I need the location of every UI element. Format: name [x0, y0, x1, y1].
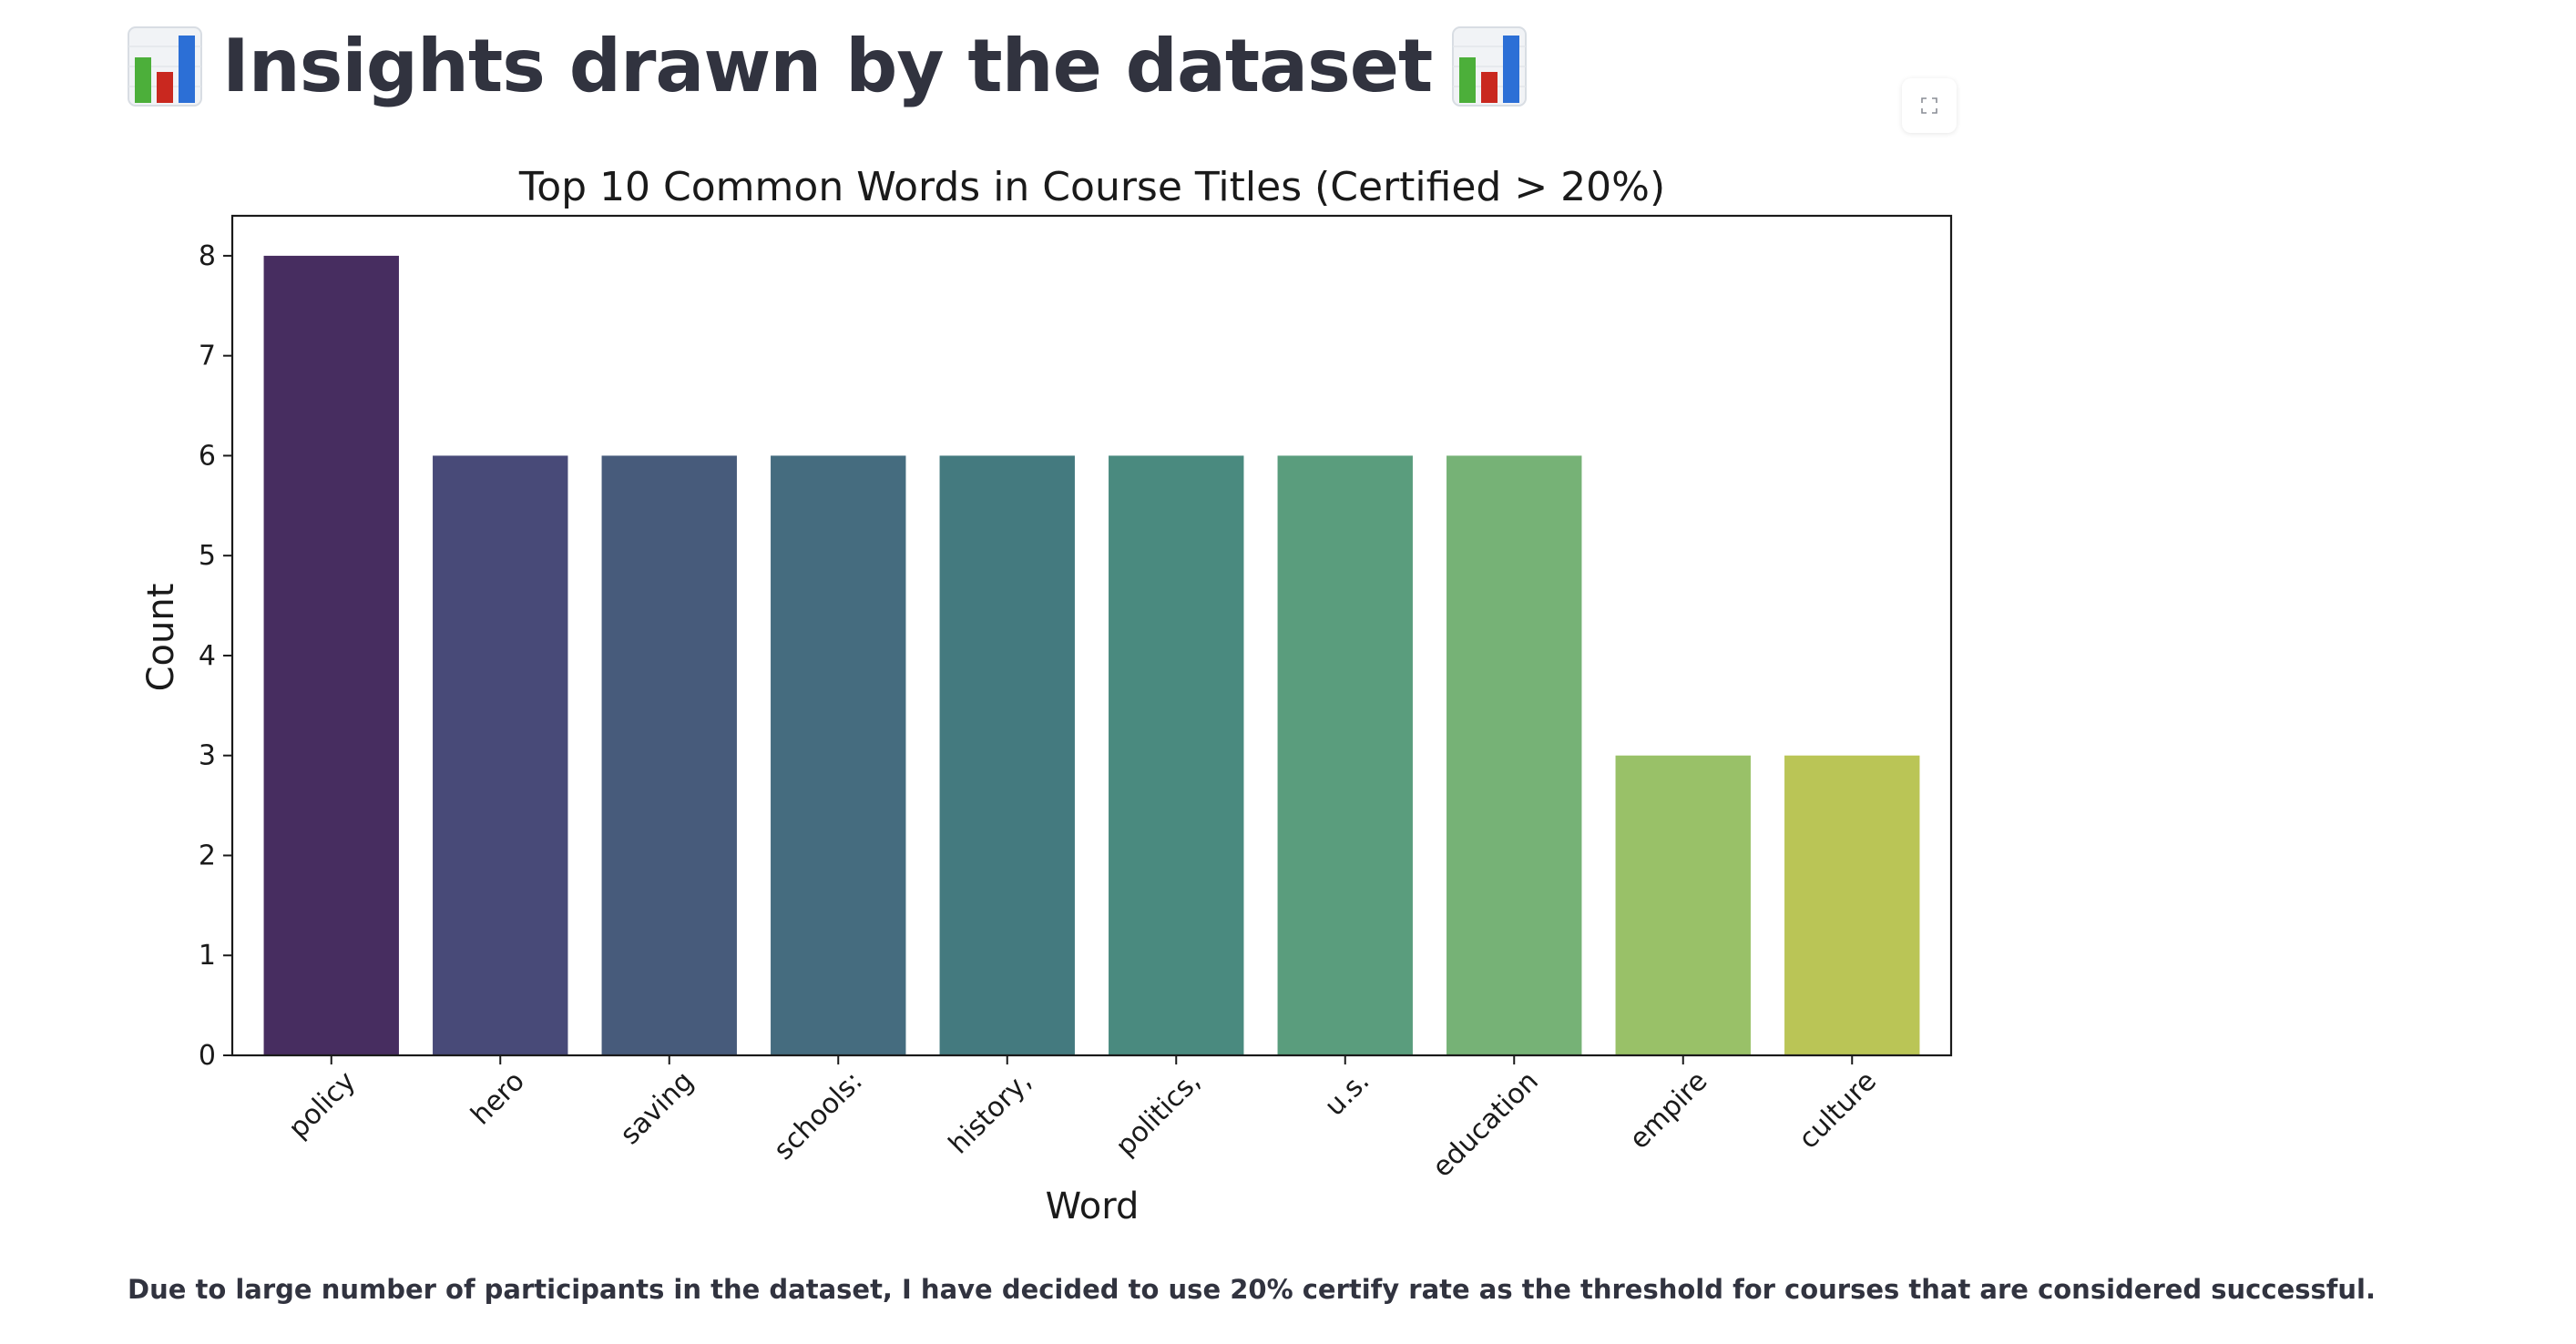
x-tick-label: politics, [1109, 1065, 1207, 1163]
x-tick-label: u.s. [1319, 1065, 1376, 1123]
bar-hero [433, 455, 568, 1055]
bar-culture [1784, 755, 1920, 1055]
x-tick-label: policy [282, 1065, 362, 1145]
bar-saving [601, 455, 737, 1055]
plot-area: policy hero saving schools: history, politics… [199, 214, 1953, 1184]
caption-text: Due to large number of participants in t… [128, 1274, 2376, 1305]
x-axis-label: Word [1046, 1186, 1140, 1227]
y-tick-label: 6 [199, 440, 216, 472]
chart-title: Top 10 Common Words in Course Titles (Ce… [518, 164, 1665, 210]
x-tick-label: schools: [768, 1065, 869, 1166]
y-tick-label: 4 [199, 640, 216, 672]
x-tick-label: hero [465, 1065, 530, 1131]
bar-chart: Top 10 Common Words in Course Titles (Ce… [128, 146, 1968, 1238]
y-tick-label: 1 [199, 940, 216, 972]
y-tick-label: 3 [199, 740, 216, 772]
bar-schools [771, 455, 906, 1055]
x-tick-label: history, [943, 1065, 1038, 1160]
y-tick-label: 5 [199, 540, 216, 572]
plot-frame [230, 214, 1953, 1057]
page-header: Insights drawn by the dataset [128, 16, 1528, 117]
x-tick-label: saving [614, 1065, 700, 1151]
bar-chart-emoji-icon [1452, 26, 1528, 107]
bar-empire [1615, 755, 1751, 1055]
bar-education [1446, 455, 1582, 1055]
bar-politics [1109, 455, 1244, 1055]
y-tick-label: 7 [199, 341, 216, 372]
x-tick-label: culture [1793, 1065, 1883, 1156]
y-tick-label: 2 [199, 840, 216, 871]
chart-svg: Top 10 Common Words in Course Titles (Ce… [140, 164, 1953, 1227]
x-tick-label: empire [1623, 1065, 1713, 1156]
bar-u-s [1277, 455, 1413, 1055]
x-tick-label: education [1426, 1065, 1545, 1184]
bar-history [939, 455, 1075, 1055]
page-title: Insights drawn by the dataset [222, 24, 1433, 108]
bar-chart-emoji-icon [128, 26, 202, 107]
bar-policy [263, 255, 399, 1055]
y-axis-label: Count [140, 584, 182, 692]
expand-icon [1921, 97, 1937, 114]
fullscreen-button[interactable] [1902, 78, 1957, 133]
y-tick-label: 8 [199, 240, 216, 272]
y-tick-label: 0 [199, 1040, 216, 1072]
